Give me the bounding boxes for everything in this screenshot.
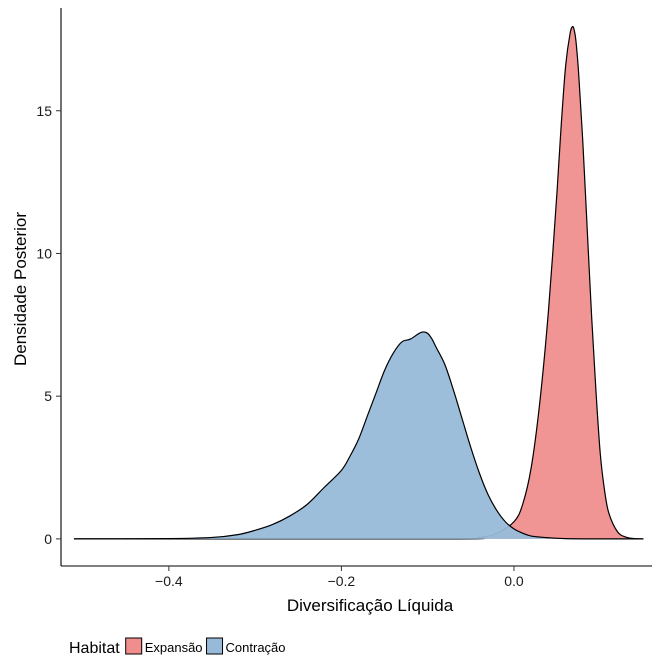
- legend-title: Habitat: [69, 640, 120, 657]
- x-axis-title: Diversificação Líquida: [287, 596, 454, 615]
- density-area-contracao: [73, 331, 644, 539]
- y-tick-label: 15: [36, 103, 52, 119]
- legend-key-expansao: [125, 637, 143, 655]
- legend: Habitat Expansão Contração: [69, 637, 286, 657]
- x-tick-label: −0.4: [155, 573, 183, 589]
- density-outline-contracao: [73, 331, 644, 540]
- y-axis-title: Densidade Posterior: [11, 212, 30, 366]
- y-tick-label: 5: [44, 388, 52, 404]
- legend-label-contracao: Contração: [226, 640, 286, 655]
- density-area-expansao: [73, 26, 644, 539]
- axes: 0 5 10 15 −0.4 −0.2 0.0: [36, 8, 652, 589]
- x-tick-label: −0.2: [328, 573, 356, 589]
- density-areas: [73, 25, 644, 540]
- legend-key-contracao: [206, 637, 224, 655]
- y-tick-label: 0: [44, 531, 52, 547]
- x-tick-label: 0.0: [504, 573, 524, 589]
- y-tick-label: 10: [36, 245, 52, 261]
- legend-label-expansao: Expansão: [145, 640, 203, 655]
